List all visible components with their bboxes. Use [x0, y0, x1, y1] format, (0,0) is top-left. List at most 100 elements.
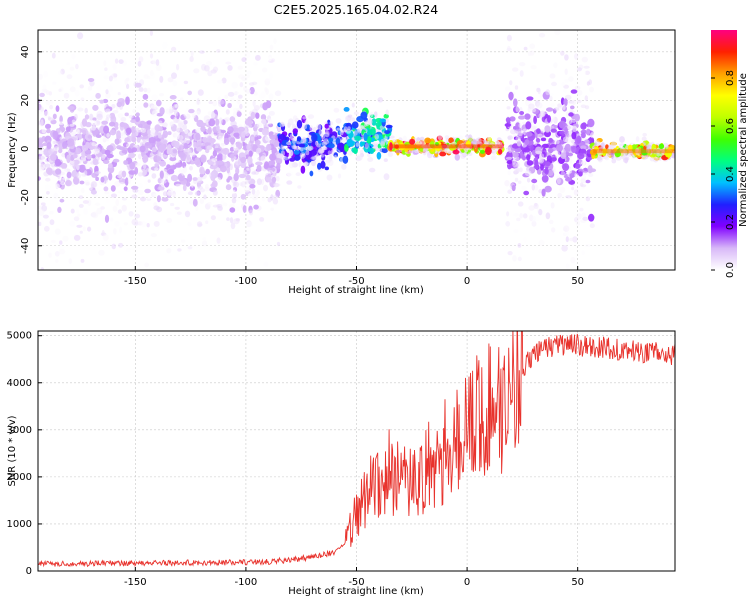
heatmap-cell: [422, 148, 427, 156]
heatmap-cell: [328, 137, 334, 143]
heatmap-cell: [121, 204, 127, 212]
heatmap-cell: [288, 149, 294, 157]
heatmap-cell: [266, 143, 272, 151]
heatmap-cell: [95, 176, 99, 181]
snr-y-tick-label: 3000: [7, 425, 32, 436]
heatmap-cell: [53, 146, 60, 152]
heatmap-cell: [110, 9, 115, 15]
heatmap-cell: [112, 63, 117, 70]
heatmap-cell: [90, 154, 96, 159]
heatmap-cell: [207, 70, 213, 77]
heatmap-cell: [265, 135, 270, 141]
heatmap-cell: [230, 97, 235, 102]
heatmap-cell: [162, 191, 168, 197]
heatmap-cell: [304, 162, 308, 167]
heatmap-cell: [547, 148, 554, 153]
heatmap-cell: [267, 56, 272, 62]
heatmap-cell: [528, 205, 535, 211]
heatmap-cell: [370, 111, 374, 118]
heatmap-cell: [586, 128, 591, 136]
heatmap-cell: [298, 161, 302, 168]
heatmap-cell: [167, 176, 172, 183]
heatmap-cell: [260, 114, 267, 121]
heatmap-cell: [45, 123, 51, 129]
heatmap-cell: [105, 117, 109, 122]
heatmap-cell: [509, 116, 516, 122]
heatmap-cell: [335, 118, 342, 124]
heatmap-cell: [125, 127, 132, 135]
heatmap-cell: [40, 202, 46, 206]
heatmap-cell: [125, 96, 130, 105]
heatmap-x-tick-label: -150: [124, 276, 147, 287]
heatmap-cell: [246, 70, 252, 76]
heatmap-cell: [189, 166, 193, 171]
heatmap-cell: [645, 144, 652, 148]
heatmap-cell: [256, 147, 262, 154]
heatmap-cell: [124, 112, 129, 117]
heatmap-cell: [84, 114, 90, 120]
heatmap-cell: [364, 142, 369, 150]
heatmap-cell: [538, 208, 543, 216]
heatmap-cell: [237, 126, 245, 132]
heatmap-ridge: [389, 144, 503, 149]
heatmap-cell: [72, 154, 78, 159]
heatmap-cell: [48, 252, 52, 258]
heatmap-cell: [218, 99, 225, 105]
heatmap-cell: [255, 161, 263, 166]
heatmap-cell: [110, 217, 114, 222]
heatmap-cell: [249, 184, 256, 189]
heatmap-cell: [156, 99, 162, 107]
heatmap-cell: [262, 102, 269, 111]
heatmap-cell: [38, 176, 41, 181]
heatmap-cell: [79, 84, 84, 89]
heatmap-cell: [193, 283, 197, 289]
heatmap-cell: [235, 206, 240, 212]
heatmap-cell: [589, 223, 595, 229]
heatmap-cell: [347, 114, 353, 118]
heatmap-cell: [292, 99, 297, 103]
heatmap-cell: [324, 166, 329, 171]
heatmap-cell: [115, 199, 119, 207]
heatmap-cell: [233, 181, 237, 186]
heatmap-cell: [286, 141, 292, 146]
heatmap-cell: [327, 150, 332, 156]
heatmap-cell: [369, 128, 376, 136]
heatmap-cell: [333, 154, 338, 161]
heatmap-cell: [222, 147, 230, 155]
heatmap-cell: [162, 9, 166, 12]
heatmap-cell: [71, 119, 76, 125]
heatmap-cell: [225, 109, 230, 115]
heatmap-cell: [560, 171, 566, 176]
heatmap-cell: [506, 292, 510, 298]
heatmap-cell: [136, 137, 141, 143]
heatmap-cell: [486, 137, 491, 141]
heatmap-cell: [596, 157, 603, 161]
colorbar-tick-label: 0.6: [725, 118, 736, 134]
heatmap-cell: [467, 152, 473, 157]
heatmap-cell: [641, 154, 647, 161]
heatmap-cell: [137, 183, 144, 188]
heatmap-cell: [580, 178, 587, 183]
heatmap-cell: [262, 121, 268, 128]
heatmap-cell: [581, 122, 587, 129]
heatmap-cell: [44, 225, 50, 232]
heatmap-cell: [526, 160, 534, 166]
heatmap-cell: [157, 132, 162, 139]
heatmap-cell: [454, 153, 460, 161]
heatmap-cell: [177, 248, 182, 252]
heatmap-cell: [355, 142, 360, 147]
heatmap-cell: [238, 124, 243, 128]
heatmap-cell: [566, 152, 574, 157]
heatmap-cell: [103, 159, 110, 164]
heatmap-cell: [75, 147, 82, 155]
heatmap-cell: [80, 97, 85, 102]
heatmap-cell: [513, 229, 519, 234]
heatmap-cell: [233, 173, 239, 182]
heatmap-x-tick-label: -50: [348, 276, 364, 287]
heatmap-cell: [531, 108, 537, 113]
heatmap-cell: [151, 109, 158, 117]
heatmap-x-tick-label: 50: [571, 276, 584, 287]
heatmap-cell: [143, 87, 148, 93]
heatmap-cell: [233, 132, 240, 138]
